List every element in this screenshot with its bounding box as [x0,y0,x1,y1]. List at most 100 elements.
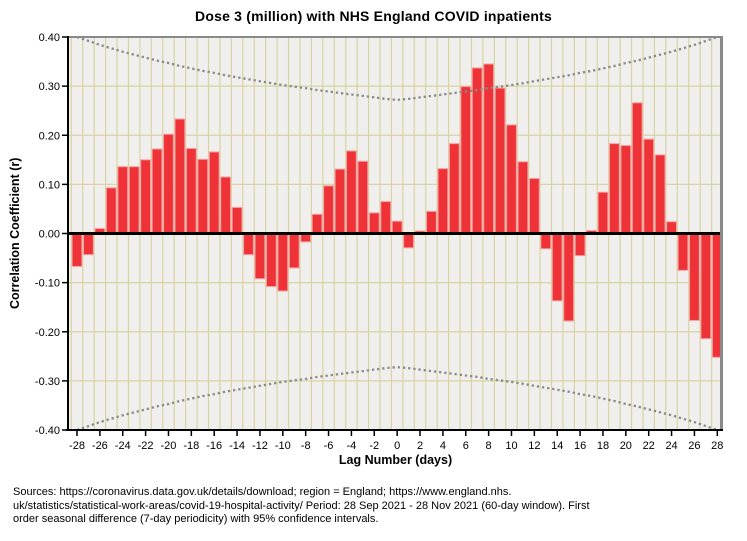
x-tick [167,431,170,436]
x-tick [556,431,558,436]
y-tick [62,183,67,186]
bar-lag--4 [346,150,357,234]
bar-lag-3 [426,210,437,235]
chart-title: Dose 3 (million) with NHS England COVID … [195,8,552,24]
x-tick [716,431,719,436]
bar-lag-18 [597,191,609,234]
bar-lag--17 [197,158,209,234]
bar-lag-0 [391,220,403,234]
bar-lag--3 [357,160,369,235]
ci-lower-line [76,365,718,432]
bar-lag-8 [483,63,495,234]
bar-lag--14 [231,206,243,234]
x-tick [259,431,261,436]
x-tick-label: 16 [574,440,586,452]
x-tick-label: -22 [138,440,154,452]
bar-lag-19 [608,143,620,235]
x-tick-label: -24 [115,440,131,452]
x-tick [533,431,536,436]
y-tick-label: -0.40 [35,425,60,437]
bar-lag--11 [265,233,277,288]
x-tick [487,431,490,436]
bar-lag-5 [448,143,460,235]
bar-lag-25 [677,233,689,271]
zero-line [67,232,720,235]
plot-area: 0.40 0.30 0.20 0.10 0.00 -0.10 -0.20 -0.30 -0.40… [35,32,724,452]
x-tick-label: 2 [417,440,423,452]
bar-lag-21 [631,102,643,234]
bar-lag-11 [517,161,529,234]
x-tick [419,431,421,436]
x-tick-label: -26 [92,440,108,452]
x-tick [99,431,101,436]
source-caption: Sources: https://coronavirus.data.gov.uk… [13,486,741,527]
bar-lag-1 [403,233,414,249]
x-tick-label: 12 [528,440,540,452]
bar-lag--6 [323,185,334,235]
x-tick-label: 20 [620,440,632,452]
caption-line-2: uk/statistics/statistical-work-areas/cov… [13,499,590,512]
x-tick-label: -2 [369,440,379,452]
x-tick [693,431,696,436]
x-tick-label: -8 [301,440,311,452]
y-tick-label: 0.30 [39,81,60,93]
y-tick-label: -0.30 [35,376,60,388]
x-tick-label: 26 [688,440,700,452]
x-tick [144,431,147,436]
x-tick-label: -12 [252,440,268,452]
x-tick-label: 8 [486,440,492,452]
bar-lag-15 [563,233,575,322]
x-tick [670,431,673,436]
x-tick [396,431,398,436]
x-tick [373,431,376,436]
x-tick [236,431,238,436]
x-tick-label: 6 [463,440,469,452]
bar-lag--22 [140,159,152,234]
x-tick [121,431,124,436]
x-tick-label: -16 [206,440,222,452]
y-tick [62,134,67,136]
x-tick [76,431,78,436]
y-tick [62,232,67,235]
x-tick-label: 14 [551,440,563,452]
bar-lag-6 [460,86,472,234]
y-tick [62,281,67,284]
x-tick [213,431,215,436]
x-tick-label: -28 [69,440,85,452]
x-tick-label: 28 [711,440,723,452]
y-tick-label: 0.20 [39,130,60,142]
x-tick-label: 4 [440,440,446,452]
x-tick [510,431,513,436]
y-tick [62,36,67,38]
bar-lag--13 [243,233,254,256]
x-tick-label: -6 [324,440,334,452]
bar-lag--25 [105,187,117,234]
y-tick-label: 0.10 [39,179,60,191]
x-tick-label: 18 [597,440,609,452]
x-axis-title: Lag Number (days) [338,453,453,467]
x-tick-label: 24 [665,440,677,452]
bar-lag-20 [620,145,632,234]
x-tick [442,431,444,436]
bar-lag--5 [334,168,346,235]
x-tick-label: -14 [229,440,245,452]
bar-lag--9 [288,233,300,269]
bar-lag-13 [540,233,552,250]
bar-lag--27 [83,233,94,256]
y-tick [62,429,67,431]
y-tick-label: 0.40 [39,32,60,44]
bar-lag--18 [185,148,197,234]
bar-lag-16 [574,233,586,257]
x-tick-label: -18 [183,440,199,452]
ci-upper-line [76,35,718,102]
bar-lag--7 [311,213,323,234]
x-tick [465,431,467,436]
bar-lag--16 [208,151,220,234]
x-axis-line [66,429,723,431]
x-tick [282,431,284,436]
frame-right [720,36,723,430]
x-tick [579,431,581,436]
caption-line-1: Sources: https://coronavirus.data.gov.uk… [13,486,512,498]
y-tick [62,331,67,333]
